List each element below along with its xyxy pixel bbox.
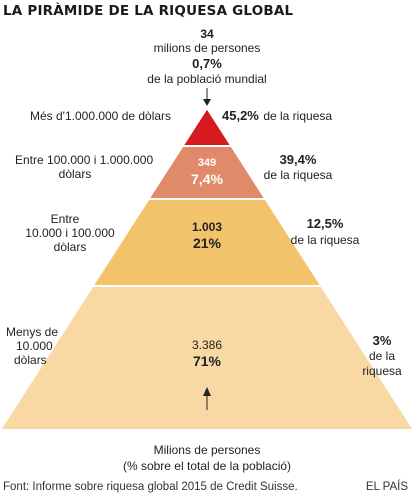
tier-2-wealth-text: de la riquesa bbox=[263, 168, 333, 182]
tier-3-range-label-line2: 10.000 i 100.000 bbox=[25, 226, 115, 240]
top-pointer-arrowhead bbox=[203, 99, 211, 106]
tier-4-people-number: 3.386 bbox=[191, 338, 223, 352]
top-population-text: de la població mundial bbox=[147, 72, 267, 86]
tier-3-population-pct: 21% bbox=[192, 235, 222, 251]
top-people-number: 34 bbox=[200, 27, 214, 41]
tier-1-range-label: Més d'1.000.000 de dòlars bbox=[30, 109, 172, 123]
tier-4-segment bbox=[0, 285, 414, 431]
tier-3-range-label-line1: Entre bbox=[50, 212, 80, 226]
source-note: Font: Informe sobre riquesa global 2015 … bbox=[3, 481, 298, 493]
tier-1-wealth-pct: 45,2% bbox=[222, 108, 259, 123]
tier-3-wealth-pct: 12,5% bbox=[306, 216, 344, 231]
tier-4-wealth-text-line1: de la bbox=[368, 349, 396, 363]
tier-3-range-label-line3: dòlars bbox=[53, 240, 87, 254]
tier-3-wealth-text: de la riquesa bbox=[290, 233, 360, 247]
tier-2-range-label-line2: dòlars bbox=[58, 167, 92, 181]
tier-4-population-pct: 71% bbox=[192, 353, 222, 369]
tier-2-people-number: 349 bbox=[197, 157, 217, 169]
bottom-people-label: Milions de persones bbox=[153, 443, 261, 457]
top-people-text: milions de persones bbox=[153, 41, 261, 55]
tier-4-wealth-text-line2: riquesa bbox=[362, 364, 402, 378]
bottom-pointer-arrowhead bbox=[203, 387, 211, 396]
tier-4-range-label-line2: 10.000 bbox=[16, 339, 53, 353]
tier-1-wealth-text: de la riquesa bbox=[263, 109, 333, 123]
tier-2-range-label-line1: Entre 100.000 i 1.000.000 bbox=[15, 153, 154, 167]
tier-3-people-number: 1.003 bbox=[191, 220, 223, 234]
publisher-credit: EL PAÍS bbox=[365, 481, 408, 493]
chart-title: LA PIRÀMIDE DE LA RIQUESA GLOBAL bbox=[3, 3, 294, 19]
tier-4-wealth-pct: 3% bbox=[372, 333, 392, 348]
top-population-pct: 0,7% bbox=[192, 56, 222, 71]
tier-2-wealth-pct: 39,4% bbox=[279, 152, 317, 167]
tier-4-range-label-line1: Menys de bbox=[6, 325, 59, 339]
tier-2-population-pct: 7,4% bbox=[191, 171, 223, 187]
tier-1-wealth-share: 45,2% de la riquesa bbox=[222, 107, 332, 125]
bottom-share-label: (% sobre el total de la població) bbox=[122, 459, 292, 473]
tier-4-range-label-line3: dòlars bbox=[14, 353, 47, 367]
